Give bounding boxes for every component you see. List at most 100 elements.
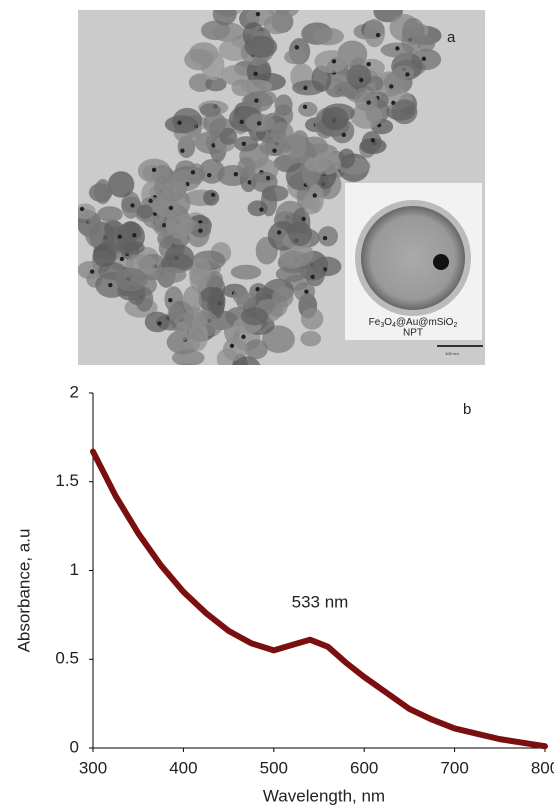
x-tick-label: 800 (531, 758, 554, 777)
particle (184, 48, 214, 71)
core (185, 373, 189, 377)
particle (203, 112, 227, 135)
particle (307, 184, 324, 214)
core (177, 120, 182, 125)
particle (240, 307, 269, 326)
core (229, 343, 235, 349)
particle (300, 330, 322, 347)
caption-sub: 3 (380, 322, 384, 329)
particle (275, 265, 306, 283)
core (272, 148, 277, 153)
core (253, 71, 258, 77)
core (246, 367, 250, 371)
y-tick-label: 0.5 (55, 649, 79, 668)
core (395, 46, 400, 51)
core (254, 98, 259, 103)
particle (247, 200, 268, 217)
particle (318, 226, 339, 247)
particle (346, 64, 372, 89)
y-tick-label: 1.5 (55, 471, 79, 490)
core (89, 269, 95, 274)
particle (94, 179, 112, 205)
particle (350, 103, 383, 129)
x-tick-label: 600 (350, 758, 378, 777)
particle (153, 173, 188, 203)
core (359, 77, 364, 83)
x-tick-label: 500 (260, 758, 288, 777)
core (375, 32, 381, 38)
core (312, 193, 317, 198)
core (233, 172, 239, 177)
core (304, 289, 309, 294)
y-tick-label: 2 (70, 382, 79, 401)
core (265, 175, 271, 181)
core (366, 62, 371, 67)
particle (231, 79, 252, 97)
core (302, 104, 308, 110)
core (294, 45, 300, 50)
particle (152, 266, 187, 284)
core (370, 138, 376, 143)
y-axis-title: Absorbance, a.u (14, 529, 33, 653)
particle (167, 304, 185, 322)
particle (261, 185, 289, 202)
core (130, 203, 135, 208)
core (241, 141, 247, 146)
particle (78, 260, 102, 280)
core (322, 235, 328, 241)
particle (322, 103, 355, 123)
particle (275, 10, 291, 15)
particle (232, 287, 250, 305)
panel-label: b (463, 401, 471, 418)
core (79, 206, 85, 212)
particle (298, 101, 318, 117)
particle (84, 217, 105, 248)
particle (364, 18, 385, 48)
caption-sub: 2 (453, 322, 457, 329)
core (117, 234, 122, 239)
inset-core (433, 254, 449, 270)
particle (282, 249, 303, 269)
particle (270, 121, 294, 144)
core (108, 282, 113, 288)
core (119, 256, 125, 262)
particle (219, 127, 238, 145)
particle (208, 287, 226, 316)
caption-sub: 4 (392, 322, 396, 329)
x-axis-title: Wavelength, nm (263, 786, 385, 805)
core (421, 56, 427, 62)
particle (354, 90, 378, 112)
core (168, 297, 173, 303)
core (310, 274, 315, 280)
core (247, 180, 252, 185)
particle (107, 171, 135, 198)
particle (338, 148, 356, 169)
caption-part: Fe (369, 317, 381, 328)
particle (174, 213, 194, 238)
core (301, 216, 306, 222)
inset-particle (361, 206, 465, 310)
core (389, 84, 394, 89)
y-tick-label: 0 (70, 737, 79, 756)
particle (245, 0, 266, 3)
core (207, 173, 212, 178)
core (151, 167, 157, 173)
core (190, 170, 196, 175)
particle (314, 50, 348, 73)
core (366, 100, 371, 105)
core (259, 207, 264, 212)
particle (284, 49, 306, 65)
particle (253, 0, 283, 4)
particle (153, 198, 182, 218)
inset-caption-2: NPT (403, 328, 423, 339)
particle (233, 356, 261, 365)
particle (97, 206, 123, 223)
particle (234, 136, 259, 152)
core (241, 334, 246, 340)
core (255, 11, 261, 17)
core (162, 223, 167, 228)
panel-label: a (447, 29, 456, 46)
particle (181, 363, 193, 365)
